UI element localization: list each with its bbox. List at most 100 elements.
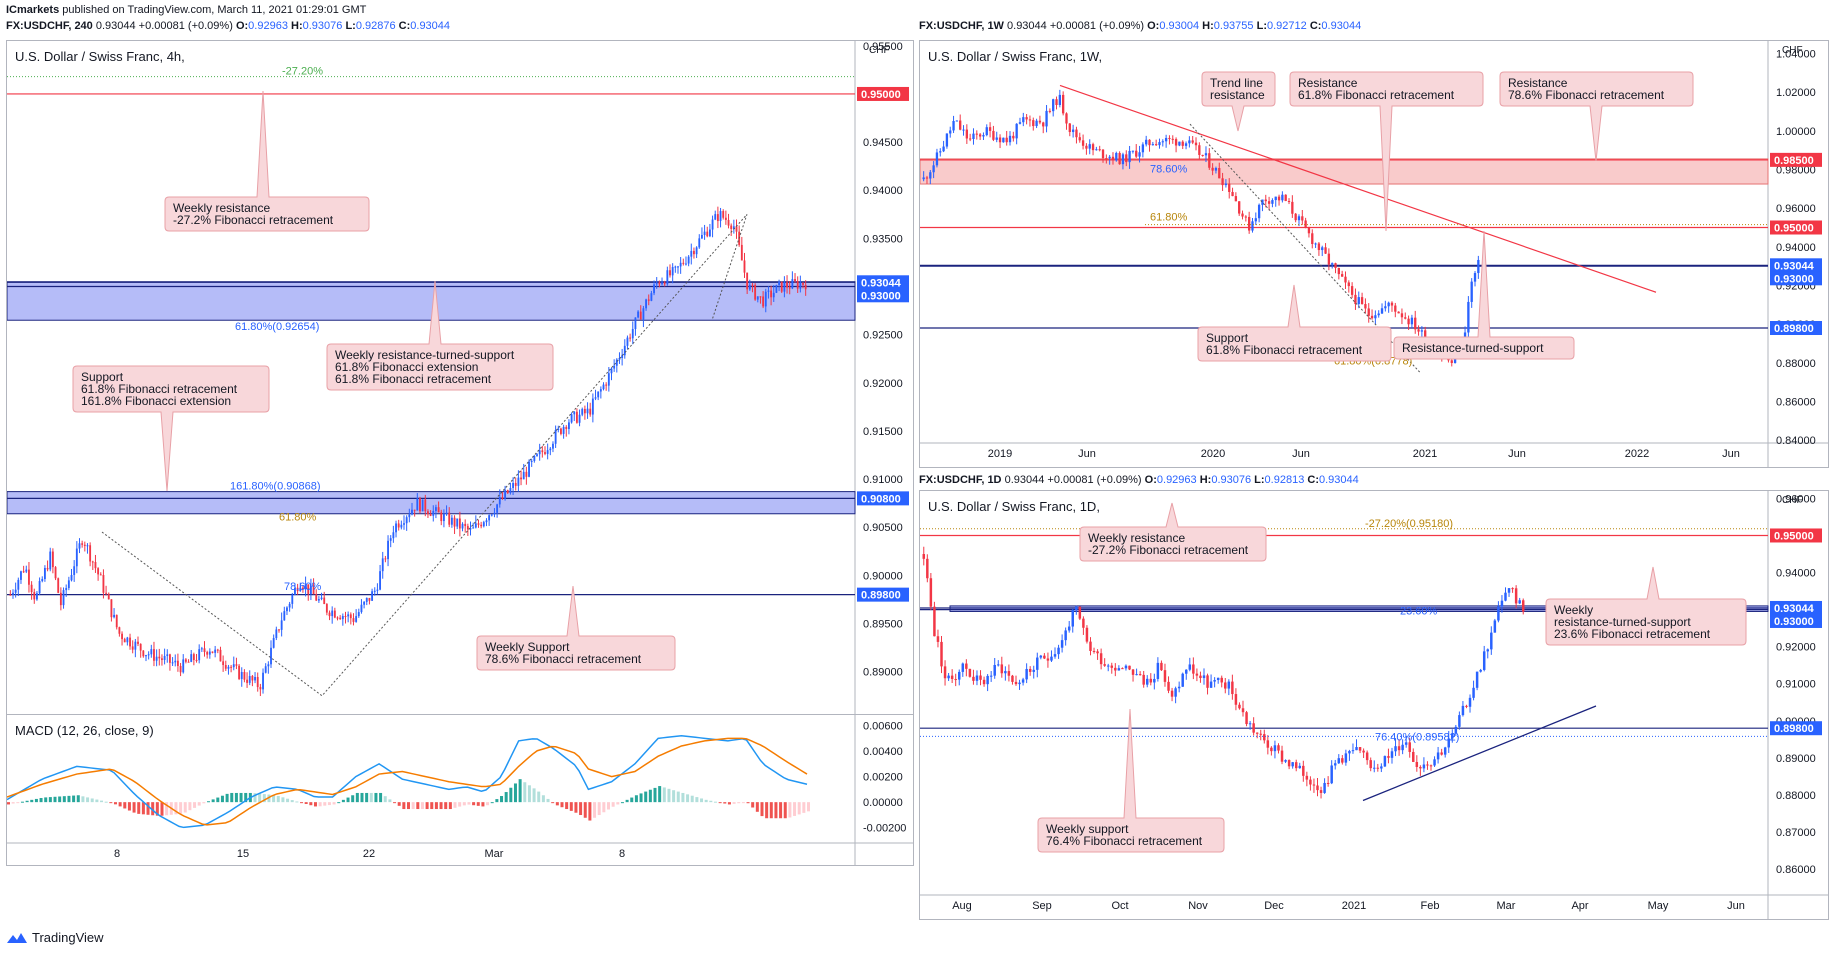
- candle-body: [1521, 600, 1525, 612]
- candle-body: [456, 518, 459, 527]
- candle-body: [161, 658, 163, 660]
- callout-text: 61.8% Fibonacci retracement: [1298, 88, 1455, 102]
- brand-name[interactable]: TradingView: [32, 930, 104, 945]
- candle-body: [368, 597, 371, 601]
- candle-body: [740, 244, 743, 261]
- candle-body: [1327, 253, 1331, 265]
- candle-body: [1360, 297, 1364, 305]
- candle-body: [952, 121, 955, 131]
- candle-body: [629, 337, 632, 339]
- candle-body: [1433, 759, 1436, 766]
- callout-text: resistance-turned-support: [1554, 615, 1691, 629]
- macd-histogram-bar: [109, 802, 113, 804]
- chart-panel-1w[interactable]: 1.04000 1.02000 1.00000 0.98000 0.96000 0.940…: [919, 40, 1829, 468]
- candle-body: [1447, 738, 1450, 748]
- candle-body: [118, 627, 121, 634]
- macd-histogram-bar: [639, 793, 643, 803]
- candle-body: [291, 594, 294, 604]
- right-top-open: 0.93004: [1159, 20, 1200, 32]
- candle-body: [770, 290, 773, 298]
- candle-body: [982, 135, 985, 137]
- macd-histogram-bar: [439, 802, 443, 810]
- macd-histogram-bar: [513, 783, 517, 803]
- trend-line: [1059, 84, 1657, 293]
- candle-body: [965, 663, 968, 669]
- price-label: 0.93000: [1774, 616, 1814, 628]
- candle-body: [474, 523, 477, 528]
- candle-body: [1284, 760, 1287, 762]
- candle-body: [1284, 194, 1287, 202]
- chart-1d[interactable]: 0.960000.940000.930000.920000.910000.900…: [920, 491, 1828, 919]
- macd-chart[interactable]: 0.00600 0.00400 0.00200 0.00000 -0.00200 8 15 2…: [7, 715, 913, 865]
- candle-body: [1118, 152, 1121, 165]
- candle-body: [482, 522, 485, 527]
- candle-body: [240, 672, 243, 679]
- macd-histogram-bar: [76, 795, 80, 803]
- y-tick-label: 0.84000: [1776, 435, 1816, 447]
- macd-histogram-bar: [793, 802, 797, 816]
- candle-body: [1167, 681, 1170, 691]
- y-tick-label: 0.00400: [863, 746, 903, 758]
- candle-body: [485, 520, 488, 523]
- candle-body: [14, 589, 17, 593]
- candle-body: [126, 637, 129, 643]
- x-tick-label: 2021: [1342, 900, 1366, 912]
- candle-body: [1281, 194, 1284, 201]
- candle-body: [408, 514, 411, 518]
- candle-body: [1036, 657, 1039, 670]
- macd-panel[interactable]: 0.00600 0.00400 0.00200 0.00000 -0.00200 8 15 2…: [6, 714, 914, 866]
- candle-body: [355, 616, 358, 622]
- candle-body: [1334, 263, 1337, 268]
- candle-body: [1404, 742, 1408, 745]
- candle-body: [783, 282, 786, 292]
- candle-body: [525, 471, 528, 477]
- macd-histogram-bar: [202, 802, 206, 804]
- candle-body: [968, 668, 972, 677]
- price-label: 0.89800: [1774, 723, 1814, 735]
- callout-text: 61.8% Fibonacci retracement: [1206, 343, 1363, 357]
- callout-text: Weekly: [1554, 603, 1593, 617]
- candle-body: [602, 384, 605, 390]
- macd-histogram-bar: [732, 802, 736, 804]
- macd-histogram-bar: [690, 795, 694, 803]
- candle-body: [1008, 135, 1012, 143]
- candle-body: [1355, 747, 1358, 751]
- chart-panel-1d[interactable]: 0.960000.940000.930000.920000.910000.900…: [919, 490, 1829, 920]
- publisher-name[interactable]: ICmarkets: [6, 4, 60, 16]
- candle-body: [506, 490, 509, 494]
- chart-panel-4h[interactable]: 0.95500 0.95000 0.94500 0.94000 0.93500 0.930…: [6, 40, 914, 716]
- candle-body: [992, 130, 995, 140]
- candle-body: [1154, 144, 1158, 146]
- candle-body: [1101, 149, 1105, 159]
- candle-body: [1035, 120, 1038, 127]
- candle-body: [626, 337, 629, 346]
- callout-text: Resistance-turned-support: [1402, 341, 1544, 355]
- chart-1w[interactable]: 1.04000 1.02000 1.00000 0.98000 0.96000 0.940…: [920, 41, 1828, 467]
- sr-zone: [949, 605, 1769, 612]
- macd-histogram-bar: [313, 802, 317, 807]
- candle-body: [698, 238, 701, 248]
- macd-histogram-bar: [741, 802, 745, 804]
- callout-box: [1289, 71, 1484, 232]
- x-tick-label: Jun: [1078, 448, 1096, 460]
- candle-body: [1436, 752, 1440, 760]
- candle-body: [1045, 110, 1048, 127]
- macd-histogram-bar: [704, 799, 708, 803]
- candle-body: [1248, 723, 1252, 725]
- candle-body: [549, 448, 552, 451]
- chart-4h[interactable]: 0.95500 0.95000 0.94500 0.94000 0.93500 0.930…: [7, 41, 913, 715]
- y-tick-label: 0.89000: [863, 667, 903, 679]
- candle-body: [504, 490, 507, 499]
- candle-body: [993, 664, 996, 676]
- candle-body: [1291, 762, 1294, 767]
- candle-body: [1218, 168, 1221, 179]
- macd-histogram-bar: [430, 802, 434, 810]
- candle-body: [533, 455, 536, 461]
- candle-body: [320, 597, 323, 600]
- candle-body: [554, 429, 557, 444]
- macd-histogram-bar: [593, 802, 597, 818]
- candle-body: [1021, 679, 1025, 683]
- x-tick-label: Jun: [1508, 448, 1526, 460]
- callout-text: Resistance: [1508, 76, 1568, 90]
